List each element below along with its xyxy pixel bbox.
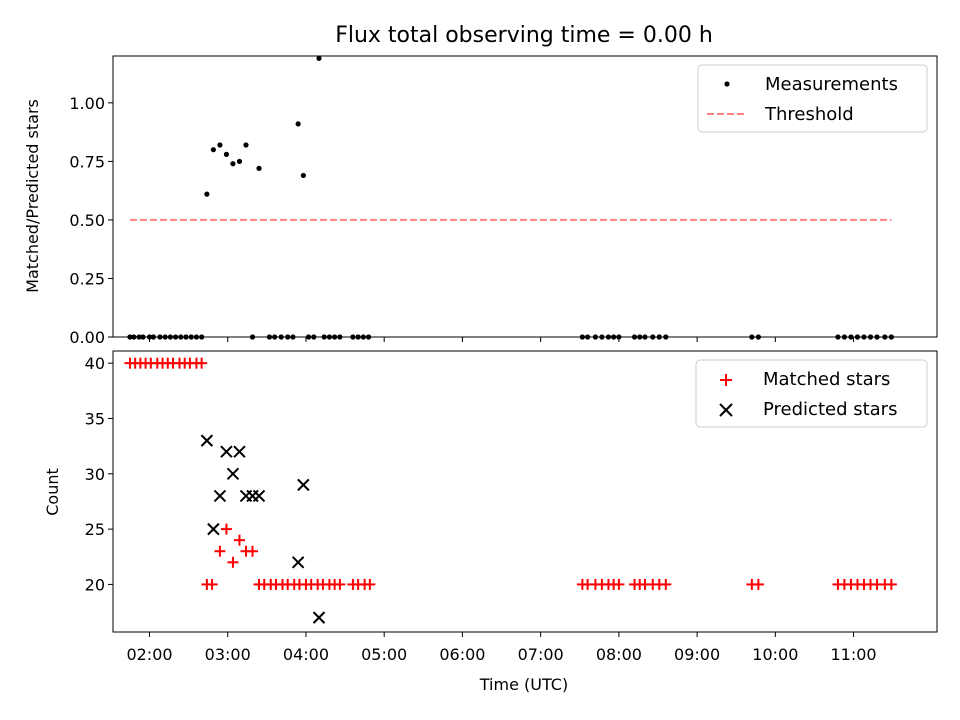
measurement-point xyxy=(217,142,223,148)
x-tick-label: 06:00 xyxy=(439,645,485,664)
predicted-star-point xyxy=(233,445,246,458)
top-panel: Flux total observing time = 0.00 h Match… xyxy=(23,23,938,347)
y-tick-label: 0.75 xyxy=(69,152,105,171)
bottom-y-axis-label: Count xyxy=(43,468,62,516)
legend-predicted-label: Predicted stars xyxy=(763,399,897,420)
predicted-star-point xyxy=(220,445,233,458)
legend-measurements-marker xyxy=(724,81,730,87)
measurement-point xyxy=(300,172,306,179)
top-legend: Measurements Threshold xyxy=(697,64,928,133)
bottom-panel: Count Time (UTC) 20 25 30 35 40 02:00 03:00 04… xyxy=(43,350,938,694)
bottom-x-ticks: 02:00 03:00 04:00 05:00 06:00 07:00 08:00 09:00… xyxy=(126,632,877,664)
legend-predicted-marker xyxy=(719,403,733,417)
predicted-star-point xyxy=(213,489,227,503)
bottom-legend: Matched stars Predicted stars xyxy=(695,359,928,428)
matched-star-point xyxy=(206,578,218,590)
y-tick-label: 40 xyxy=(85,354,105,373)
y-tick-label: 35 xyxy=(85,409,105,428)
x-tick-label: 02:00 xyxy=(126,645,172,664)
matched-star-point xyxy=(220,523,232,535)
x-tick-label: 09:00 xyxy=(674,645,720,664)
x-tick-label: 08:00 xyxy=(596,645,642,664)
matched-star-point xyxy=(233,534,245,546)
y-tick-label: 0.25 xyxy=(69,269,105,288)
y-tick-label: 25 xyxy=(85,520,105,539)
bottom-legend-box xyxy=(695,359,928,428)
x-tick-label: 03:00 xyxy=(205,645,251,664)
top-chart-title: Flux total observing time = 0.00 h xyxy=(335,23,713,48)
matched-star-point xyxy=(334,578,346,590)
predicted-star-point xyxy=(200,434,214,447)
measurement-point xyxy=(295,121,301,127)
matched-star-point xyxy=(660,578,672,590)
matched-star-point xyxy=(247,545,259,557)
y-tick-label: 20 xyxy=(85,575,105,594)
predicted-star-point xyxy=(312,611,326,624)
measurement-point xyxy=(223,151,230,157)
matched-star-point xyxy=(885,578,897,590)
y-tick-label: 0.50 xyxy=(69,211,105,230)
top-legend-box xyxy=(697,64,928,133)
bottom-y-ticks: 20 25 30 35 40 xyxy=(85,354,113,594)
bottom-axes-frame xyxy=(112,350,938,633)
predicted-star-point xyxy=(291,556,305,569)
predicted-star-point xyxy=(252,489,266,503)
predicted-star-point xyxy=(226,467,240,481)
top-axes-frame xyxy=(112,55,938,338)
measurement-point xyxy=(256,165,262,171)
matched-star-point xyxy=(364,578,376,590)
legend-matched-label: Matched stars xyxy=(763,369,890,390)
legend-measurements-label: Measurements xyxy=(765,74,898,95)
matched-star-point xyxy=(196,357,208,369)
x-tick-label: 04:00 xyxy=(283,645,329,664)
legend-matched-marker xyxy=(720,374,732,386)
measurement-point xyxy=(210,147,216,153)
predicted-star-point xyxy=(297,478,310,492)
x-tick-label: 11:00 xyxy=(831,645,877,664)
x-tick-label: 05:00 xyxy=(361,645,407,664)
x-axis-label: Time (UTC) xyxy=(479,675,568,694)
top-y-ticks: 0.00 0.25 0.50 0.75 1.00 xyxy=(69,94,113,347)
y-tick-label: 1.00 xyxy=(69,94,105,113)
bottom-plot-area xyxy=(124,357,897,624)
y-tick-label: 0.00 xyxy=(69,328,105,347)
measurement-point xyxy=(316,55,322,61)
matched-star-point xyxy=(214,545,226,557)
matched-star-point xyxy=(613,578,625,590)
predicted-star-point xyxy=(207,522,220,536)
x-tick-label: 07:00 xyxy=(518,645,564,664)
y-tick-label: 30 xyxy=(85,465,105,484)
measurement-point xyxy=(236,158,243,164)
legend-threshold-label: Threshold xyxy=(764,104,854,125)
measurement-point xyxy=(243,142,249,148)
matched-star-point xyxy=(752,578,764,590)
measurement-point xyxy=(204,191,210,197)
x-tick-label: 10:00 xyxy=(752,645,798,664)
measurement-point xyxy=(230,161,236,167)
top-y-axis-label: Matched/Predicted stars xyxy=(23,99,42,293)
matched-star-point xyxy=(227,556,239,568)
